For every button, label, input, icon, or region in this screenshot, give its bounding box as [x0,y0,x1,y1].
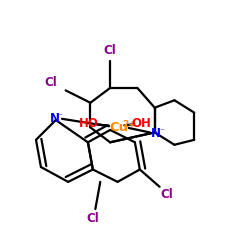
Text: Cl: Cl [104,44,117,57]
Text: Cu: Cu [109,121,128,134]
Text: N: N [151,127,161,140]
Text: 2+: 2+ [122,120,136,129]
Text: OH: OH [131,117,151,130]
Text: Cl: Cl [44,76,57,90]
Text: Cl: Cl [86,212,99,226]
Text: ⁻: ⁻ [159,128,164,136]
Text: ⁻: ⁻ [58,112,62,122]
Text: HO: HO [79,117,99,130]
Text: Cl: Cl [161,188,173,201]
Text: N: N [50,112,59,125]
